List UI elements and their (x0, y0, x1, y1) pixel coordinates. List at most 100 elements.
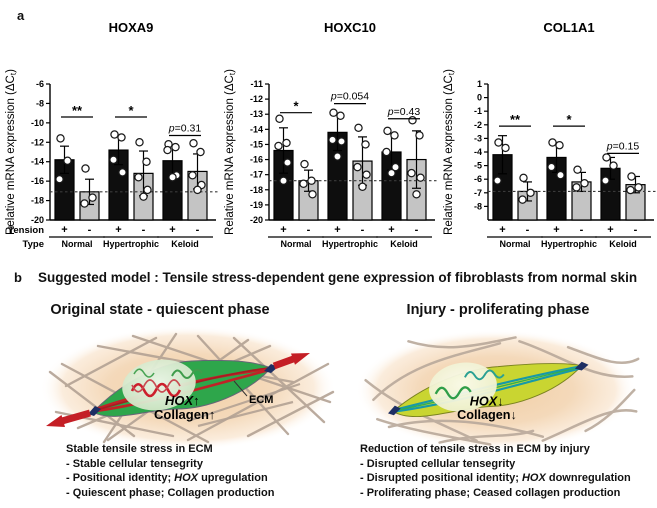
tension-value-label: + (115, 224, 121, 236)
tension-value-label: - (526, 224, 530, 236)
data-point (109, 155, 118, 164)
data-point (609, 161, 618, 170)
data-point (383, 126, 392, 136)
data-point (493, 176, 502, 185)
chart-title: COL1A1 (543, 20, 594, 35)
data-point (163, 145, 172, 155)
tension-value-label: - (88, 224, 92, 236)
data-point (142, 157, 151, 166)
data-point (275, 114, 284, 123)
data-point (118, 168, 127, 177)
data-point (573, 165, 582, 174)
caption-line: - Positional identity; HOX upregulation (66, 472, 268, 485)
caption-line: - Stable cellular tensegrity (66, 457, 203, 470)
tension-value-label: + (280, 224, 286, 236)
y-tick-label: -16 (250, 155, 263, 165)
data-point (548, 138, 557, 147)
type-row-label: Type (23, 239, 44, 250)
significance-label: ** (510, 112, 521, 127)
data-point (188, 171, 197, 180)
chart-title: HOXA9 (109, 20, 154, 35)
quiescent-cell-diagram: HOX↑ Collagen↑ ECM (40, 326, 336, 450)
ecm-pointer-line (233, 380, 248, 397)
tension-value-label: - (196, 224, 200, 236)
caption-line: Stable tensile stress in ECM (66, 443, 213, 455)
hox-up-label: HOX↑ (165, 393, 200, 408)
y-tick-label: -19 (250, 200, 263, 210)
data-point (328, 135, 337, 145)
data-point (134, 173, 143, 182)
quiescent-caption: Stable tensile stress in ECM - Stable ce… (66, 442, 274, 500)
significance-label: p=0.31 (168, 122, 202, 134)
data-point (171, 142, 180, 152)
panel-a-label: a (17, 8, 25, 23)
tension-value-label: + (61, 224, 67, 236)
tension-value-label: - (580, 224, 584, 236)
caption-line: - Proliferating phase; Ceased collagen p… (360, 486, 621, 499)
y-tick-label: -8 (474, 201, 482, 211)
group-label: Keloid (609, 239, 637, 249)
y-tick-label: -16 (31, 176, 44, 186)
y-axis-label: Relative mRNA expression (ΔCt) (443, 69, 456, 235)
data-point (299, 179, 308, 188)
data-point (634, 183, 643, 192)
data-point (627, 172, 636, 181)
significance-label: * (566, 112, 572, 127)
y-axis-label: Relative mRNA expression (ΔCt) (224, 69, 237, 235)
data-point (580, 179, 589, 188)
data-point (556, 170, 565, 180)
panel-a-charts: HOXA9 Relative mRNA expression (ΔCt) -6 -8 -… (0, 2, 657, 260)
data-point (601, 176, 610, 185)
right-diagram-subtitle: Injury - proliferating phase (406, 302, 590, 318)
significance-label: * (128, 103, 134, 118)
data-point (415, 131, 424, 140)
data-point (358, 182, 367, 191)
data-point (189, 139, 198, 148)
collagen-down-label: Collagen↓ (457, 408, 517, 422)
data-point (547, 162, 556, 172)
y-axis-label: Relative mRNA expression (ΔCt) (5, 69, 18, 235)
tension-value-label: - (634, 224, 638, 236)
data-point (139, 192, 148, 201)
y-tick-label: -2 (474, 120, 482, 130)
disrupted-ecm-fibers (364, 336, 640, 446)
data-point (307, 176, 316, 185)
group-label: Keloid (390, 239, 418, 249)
tension-value-label: - (142, 224, 146, 236)
data-point (501, 143, 510, 153)
data-point (555, 140, 564, 150)
data-point (391, 162, 400, 172)
data-point (283, 158, 292, 167)
panel-b-heading: Suggested model : Tensile stress-depende… (38, 270, 638, 285)
data-point (518, 195, 527, 204)
data-point (80, 199, 89, 208)
significance-label: p=0.43 (387, 106, 421, 118)
dna-helix-icon (130, 368, 203, 398)
focal-adhesion-left (88, 406, 101, 416)
data-point (336, 111, 345, 120)
y-tick-label: -18 (250, 185, 263, 195)
data-point (572, 183, 581, 192)
chart-col1a1: COL1A1 Relative mRNA expression (ΔCt) 1 0 -1… (443, 20, 657, 249)
focal-adhesion-right (574, 361, 589, 371)
panel-b-label: b (14, 270, 22, 285)
chart-hoxa9: HOXA9 Relative mRNA expression (ΔCt) -6 -8 -… (5, 20, 219, 250)
data-point (88, 193, 97, 202)
data-point (416, 173, 425, 182)
tension-value-label: - (307, 224, 311, 236)
data-point (135, 138, 144, 147)
y-tick-label: -7 (474, 188, 482, 198)
tension-value-label: + (169, 224, 175, 236)
significance-label: ** (72, 103, 83, 118)
y-tick-label: -4 (474, 147, 482, 157)
data-point (196, 147, 205, 157)
y-tick-label: -18 (31, 196, 44, 206)
chart-hoxc10: HOXC10 Relative mRNA expression (ΔCt) -11 -… (224, 20, 438, 249)
data-point (56, 134, 65, 143)
data-point (274, 141, 283, 151)
caption-line: - Disrupted positional identity; HOX dow… (360, 472, 631, 485)
y-tick-label: -20 (250, 215, 263, 225)
y-tick-label: -10 (31, 118, 44, 128)
group-label: Hypertrophic (322, 239, 378, 249)
y-tick-label: -14 (250, 124, 263, 134)
